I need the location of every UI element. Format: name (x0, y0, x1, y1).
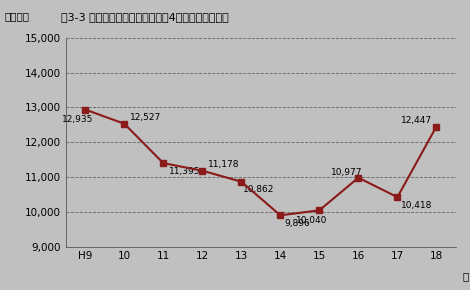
Text: 11,178: 11,178 (208, 160, 240, 169)
Text: 年: 年 (463, 271, 469, 282)
Text: 12,527: 12,527 (130, 113, 161, 122)
Text: 11,395: 11,395 (169, 167, 201, 176)
Text: 12,447: 12,447 (401, 117, 432, 126)
Text: 12,935: 12,935 (62, 115, 93, 124)
Text: 10,418: 10,418 (401, 201, 433, 210)
Text: 9,896: 9,896 (284, 219, 310, 228)
Text: 10,040: 10,040 (296, 216, 327, 225)
Text: 10,977: 10,977 (331, 168, 362, 177)
Text: 図3-3 付加価値額の推移（従業聧4人以上の事業所）: 図3-3 付加価値額の推移（従業聧4人以上の事業所） (61, 12, 229, 21)
Text: （億円）: （億円） (5, 12, 30, 21)
Text: 10,862: 10,862 (243, 185, 274, 194)
